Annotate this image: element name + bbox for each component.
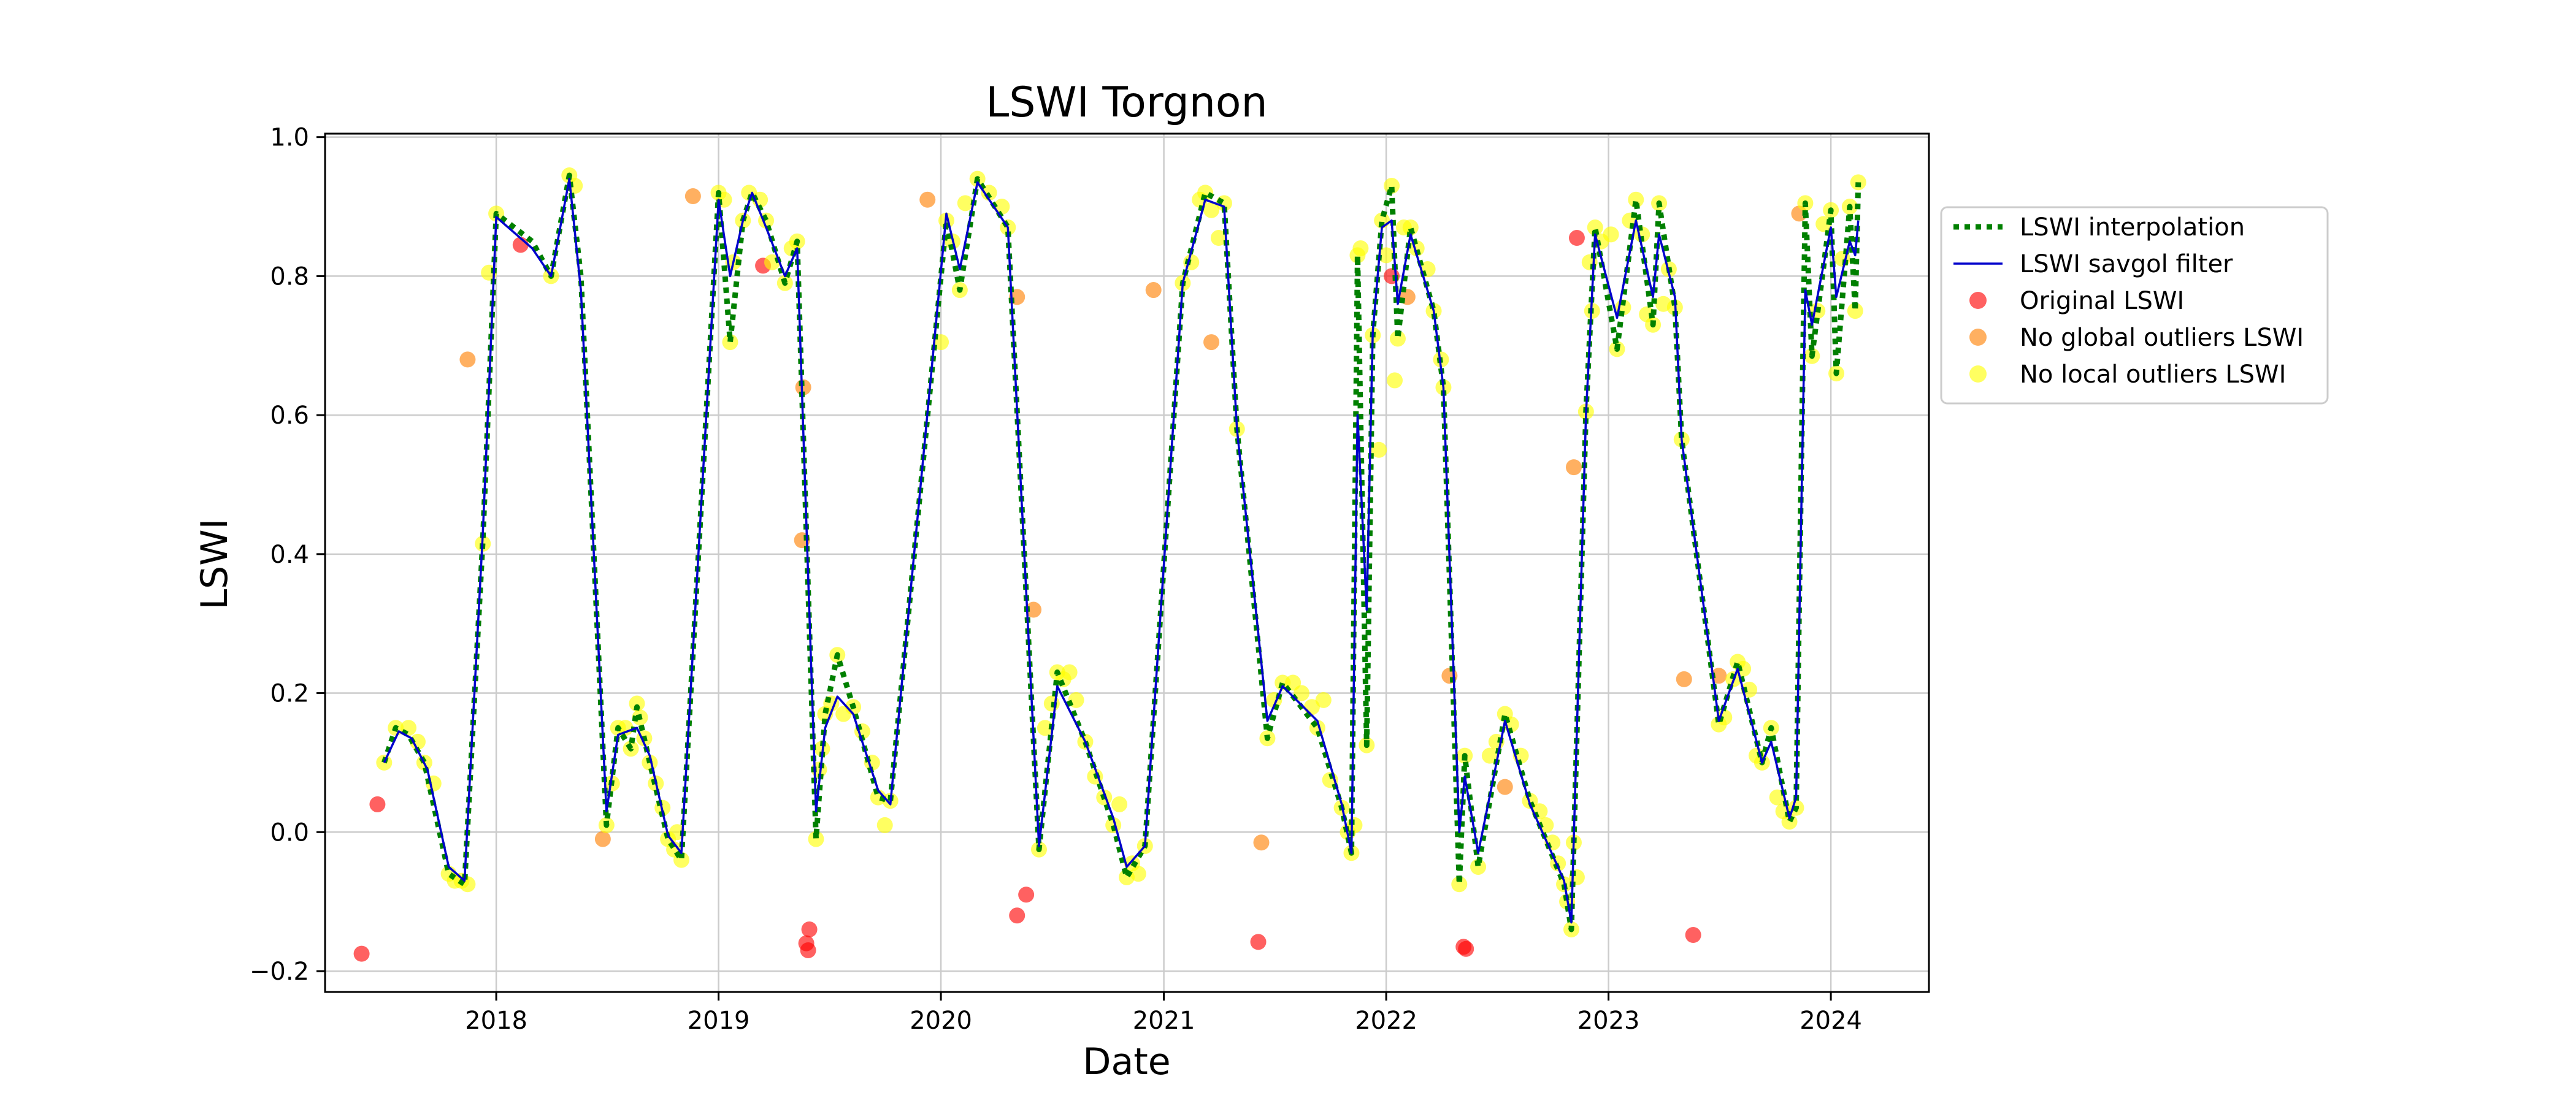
original-lswi-point (1009, 907, 1025, 924)
chart-title: LSWI Torgnon (986, 78, 1267, 127)
y-axis-label: LSWI (193, 519, 236, 610)
no-local-outliers-lswi-point (1352, 240, 1369, 257)
no-local-outliers-lswi-point (1847, 303, 1863, 319)
legend: LSWI interpolation LSWI savgol filter Orig… (1940, 206, 2329, 405)
no-local-outliers-lswi-point (1850, 174, 1866, 191)
y-tick-label: 0.0 (270, 818, 309, 847)
legend-box (1940, 206, 2329, 405)
legend-marker (1969, 292, 1987, 309)
no-local-outliers-lswi-point (409, 733, 426, 750)
no-local-outliers-lswi-point (1451, 876, 1468, 893)
original-lswi-point (1250, 934, 1267, 950)
no-local-outliers-lswi-point (1111, 796, 1128, 812)
no-local-outliers-lswi-point (1203, 202, 1220, 218)
x-tick-label: 2018 (465, 1007, 527, 1035)
y-tick-label: 0.8 (270, 262, 309, 291)
no-local-outliers-lswi-point (957, 195, 973, 212)
x-tick-label: 2020 (910, 1007, 972, 1035)
no-global-outliers-lswi-point (1025, 601, 1042, 618)
lswi-interpolation-line (381, 172, 1861, 932)
x-tick-label: 2024 (1800, 1007, 1862, 1035)
no-global-outliers-lswi-point (594, 831, 611, 847)
no-local-outliers-lswi-point (1130, 866, 1146, 882)
y-tick-label: 0.4 (270, 541, 309, 569)
legend-label: No global outliers LSWI (2020, 324, 2304, 352)
no-local-outliers-lswi-point (1061, 664, 1078, 681)
original-lswi-point (1568, 230, 1585, 246)
y-tick-label: 1.0 (270, 124, 309, 152)
no-local-outliers-lswi-point (1378, 247, 1395, 264)
lswi-savgol-filter-line (383, 177, 1860, 924)
original-lswi-point (800, 942, 816, 958)
legend-label: No local outliers LSWI (2020, 360, 2286, 389)
no-local-outliers-lswi-point (1037, 720, 1053, 736)
no-global-outliers-lswi-point (1497, 779, 1513, 795)
legend-label: Original LSWI (2020, 287, 2184, 315)
no-global-outliers-lswi-point (1676, 671, 1692, 687)
no-local-outliers-lswi-point (722, 334, 738, 351)
x-tick-label: 2023 (1577, 1007, 1640, 1035)
x-axis-label: Date (1083, 1040, 1170, 1083)
no-global-outliers-lswi-point (1565, 459, 1582, 476)
plot-area (353, 167, 1866, 962)
no-local-outliers-lswi-point (1294, 685, 1310, 701)
no-global-outliers-lswi-point (1203, 334, 1220, 351)
no-global-outliers-lswi-point (1145, 282, 1162, 299)
no-local-outliers-lswi-point (1402, 219, 1419, 236)
no-local-outliers-lswi-point (1386, 372, 1403, 389)
x-tick-label: 2019 (688, 1007, 750, 1035)
no-local-outliers-lswi-point (1628, 191, 1644, 208)
legend-label: LSWI savgol filter (2020, 250, 2233, 278)
plot-frame (324, 132, 1930, 993)
original-lswi-point (369, 796, 386, 812)
original-lswi-point (1018, 887, 1035, 903)
no-local-outliers-lswi-point (1315, 692, 1332, 708)
legend-marker (1969, 365, 1987, 383)
no-global-outliers-lswi-point (459, 351, 476, 368)
no-local-outliers-lswi-point (994, 199, 1010, 215)
legend-marker (1969, 329, 1987, 346)
no-local-outliers-lswi-point (669, 824, 686, 841)
x-tick-label: 2021 (1133, 1007, 1195, 1035)
original-lswi-point (353, 945, 370, 962)
no-global-outliers-lswi-point (1711, 668, 1727, 684)
no-local-outliers-lswi-point (1210, 230, 1227, 246)
no-global-outliers-lswi-point (684, 188, 701, 205)
original-lswi-point (801, 921, 818, 937)
no-local-outliers-lswi-point (808, 831, 824, 847)
no-global-outliers-lswi-point (1253, 834, 1270, 851)
no-local-outliers-lswi-point (629, 695, 645, 712)
no-local-outliers-lswi-point (1587, 219, 1603, 236)
y-tick-label: 0.6 (270, 402, 309, 430)
x-tick-label: 2022 (1355, 1007, 1417, 1035)
original-lswi-point (1685, 927, 1701, 944)
y-tick-label: −0.2 (250, 958, 309, 986)
no-local-outliers-lswi-point (617, 720, 634, 736)
no-local-outliers-lswi-point (1371, 441, 1387, 458)
axis-ticks: 2018 2019 2020 2021 2022 2023 2024 1.0 0.8 0.6 0.4… (250, 124, 1862, 1035)
no-global-outliers-lswi-point (919, 191, 936, 208)
no-local-outliers-lswi-point (1389, 330, 1406, 347)
legend-label: LSWI interpolation (2020, 213, 2245, 242)
original-lswi-point (1458, 940, 1474, 957)
no-local-outliers-lswi-point (876, 817, 893, 833)
no-local-outliers-lswi-point (1741, 681, 1758, 698)
no-local-outliers-lswi-point (1470, 858, 1487, 875)
no-local-outliers-lswi-point (1603, 226, 1619, 243)
no-local-outliers-lswi-point (1481, 747, 1498, 764)
y-tick-label: 0.2 (270, 680, 309, 708)
grid (325, 134, 1929, 992)
